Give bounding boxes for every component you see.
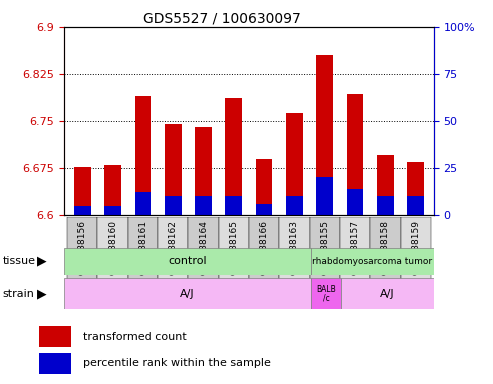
Bar: [407, 162, 424, 215]
Text: strain: strain: [2, 289, 35, 299]
Text: transformed count: transformed count: [83, 331, 186, 341]
Text: control: control: [168, 256, 207, 266]
Bar: [317, 55, 333, 215]
Text: ▶: ▶: [37, 255, 47, 268]
Text: GSM738163: GSM738163: [290, 220, 299, 275]
Bar: [256, 204, 273, 215]
Bar: [370, 217, 400, 282]
Text: GSM738155: GSM738155: [320, 220, 329, 275]
Bar: [310, 217, 340, 282]
Text: GSM738162: GSM738162: [169, 220, 177, 275]
Bar: [249, 217, 279, 282]
Bar: [135, 192, 151, 215]
Bar: [158, 217, 188, 282]
Bar: [311, 278, 341, 309]
Text: GSM738166: GSM738166: [260, 220, 269, 275]
Bar: [39, 326, 71, 347]
Text: GSM738157: GSM738157: [351, 220, 359, 275]
Bar: [286, 113, 303, 215]
Text: GSM738161: GSM738161: [139, 220, 147, 275]
Bar: [74, 205, 91, 215]
Bar: [104, 166, 121, 215]
Bar: [400, 217, 431, 282]
Text: GSM738158: GSM738158: [381, 220, 390, 275]
Bar: [279, 217, 310, 282]
Bar: [195, 196, 212, 215]
Bar: [98, 217, 128, 282]
Text: GSM738159: GSM738159: [411, 220, 420, 275]
Bar: [225, 196, 242, 215]
Bar: [165, 196, 181, 215]
Bar: [407, 196, 424, 215]
Bar: [135, 96, 151, 215]
Text: A/J: A/J: [180, 289, 195, 299]
Bar: [104, 205, 121, 215]
Bar: [256, 159, 273, 215]
Bar: [225, 98, 242, 215]
Bar: [341, 278, 434, 309]
Bar: [165, 124, 181, 215]
Bar: [74, 167, 91, 215]
Bar: [377, 156, 394, 215]
Bar: [64, 278, 311, 309]
Bar: [311, 248, 434, 275]
Bar: [219, 217, 249, 282]
Bar: [39, 353, 71, 374]
Text: GSM738164: GSM738164: [199, 220, 208, 275]
Text: GSM738160: GSM738160: [108, 220, 117, 275]
Bar: [195, 127, 212, 215]
Text: A/J: A/J: [380, 289, 395, 299]
Text: ▶: ▶: [37, 287, 47, 300]
Bar: [286, 196, 303, 215]
Text: rhabdomyosarcoma tumor: rhabdomyosarcoma tumor: [312, 257, 432, 266]
Text: BALB
/c: BALB /c: [316, 285, 336, 303]
Bar: [64, 248, 311, 275]
Bar: [188, 217, 219, 282]
Bar: [347, 94, 363, 215]
Text: GSM738165: GSM738165: [229, 220, 238, 275]
Bar: [340, 217, 370, 282]
Text: GDS5527 / 100630097: GDS5527 / 100630097: [143, 12, 301, 25]
Bar: [317, 177, 333, 215]
Bar: [377, 196, 394, 215]
Bar: [67, 217, 98, 282]
Bar: [347, 189, 363, 215]
Text: GSM738156: GSM738156: [78, 220, 87, 275]
Text: percentile rank within the sample: percentile rank within the sample: [83, 358, 271, 368]
Text: tissue: tissue: [2, 256, 35, 266]
Bar: [128, 217, 158, 282]
